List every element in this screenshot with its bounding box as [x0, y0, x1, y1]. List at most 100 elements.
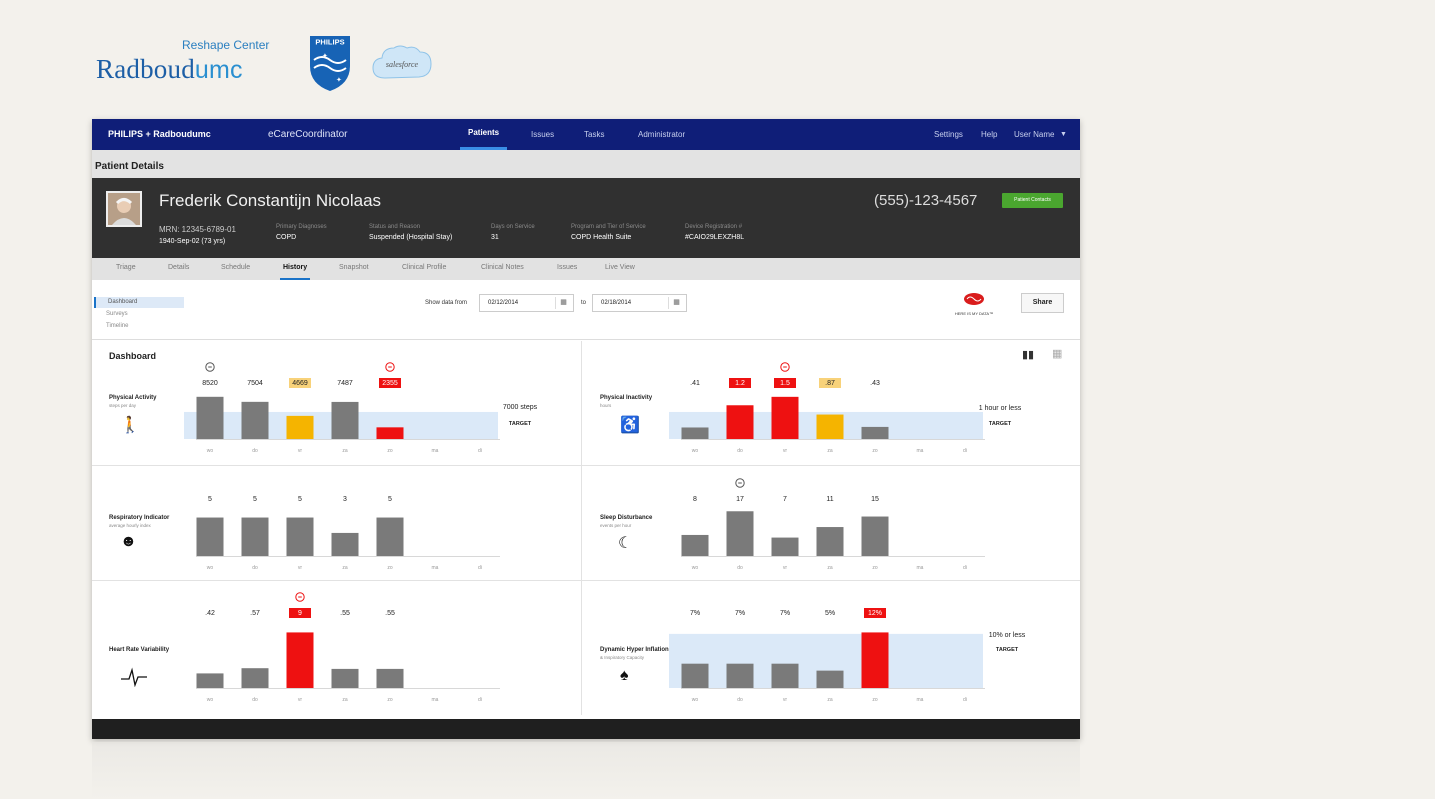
share-button[interactable]: Share — [1021, 293, 1064, 313]
field-device-registration: Device Registration # #CAIO29LEXZH8L — [685, 224, 744, 241]
day-label: ma — [432, 565, 439, 571]
day-label: vr — [783, 697, 788, 703]
patient-contacts-button[interactable]: Patient Contacts — [1002, 193, 1063, 208]
dashboard-title: Dashboard — [109, 351, 157, 361]
field-program-tier: Program and Tier of Service COPD Health S… — [571, 224, 646, 241]
chart-bar — [286, 517, 314, 556]
subtab-details[interactable]: Details — [168, 264, 190, 271]
nav-tab-tasks[interactable]: Tasks — [584, 130, 605, 139]
day-label: di — [478, 565, 482, 571]
value-label: .57 — [250, 610, 260, 617]
day-label: za — [827, 565, 833, 571]
metric-subtitle: average hourly index — [109, 523, 151, 528]
value-label: .55 — [385, 610, 395, 617]
help-link[interactable]: Help — [981, 130, 998, 139]
day-label: za — [827, 697, 833, 703]
value-badge — [864, 608, 886, 618]
bar-chart-view-icon[interactable]: ▮▮ — [1022, 349, 1035, 361]
subtab-schedule[interactable]: Schedule — [221, 264, 251, 271]
day-label: do — [252, 565, 258, 571]
patient-dob: 1940-Sep-02 (73 yrs) — [159, 238, 226, 245]
date-from-value: 02/12/2014 — [488, 300, 519, 306]
nav-tab-patients[interactable]: Patients — [460, 119, 508, 150]
day-label: zo — [872, 565, 878, 571]
sidebar-item-timeline[interactable]: Timeline — [106, 323, 129, 329]
sidebar-item-dashboard[interactable]: Dashboard — [94, 297, 184, 308]
patient-subtabs: Triage Details Schedule History Snapshot… — [92, 258, 1080, 280]
show-data-from-label: Show data from — [425, 300, 468, 306]
grid-view-icon[interactable]: ▦ — [1052, 348, 1063, 360]
day-label: do — [252, 697, 258, 703]
page-title: Patient Details — [95, 161, 164, 172]
day-label: za — [342, 697, 348, 703]
value-label: 7% — [735, 610, 745, 617]
field-value: COPD Health Suite — [571, 234, 632, 241]
chart-bar — [376, 668, 404, 688]
calendar-icon[interactable]: ▦ — [668, 297, 684, 309]
day-label: ma — [917, 565, 924, 571]
value-label: 1.2 — [735, 380, 745, 387]
chart-bar — [816, 414, 844, 439]
user-menu-caret-icon[interactable]: ▼ — [1060, 131, 1067, 138]
sidebar-item-surveys[interactable]: Surveys — [106, 311, 128, 317]
field-label: Program and Tier of Service — [571, 224, 646, 230]
chart-bar — [861, 426, 889, 439]
date-from-input[interactable]: 02/12/2014 ▦ — [479, 294, 574, 312]
subtab-snapshot[interactable]: Snapshot — [339, 264, 369, 271]
nav-tab-administrator[interactable]: Administrator — [638, 130, 686, 139]
chart-bar — [331, 401, 359, 439]
subtab-triage[interactable]: Triage — [116, 264, 136, 271]
day-label: zo — [872, 448, 878, 454]
subtab-history[interactable]: History — [280, 258, 311, 280]
subtab-issues[interactable]: Issues — [557, 264, 578, 271]
here-is-my-data-logo[interactable]: HERE IS MY DATA™ — [954, 292, 994, 316]
day-label: za — [827, 448, 833, 454]
calendar-icon[interactable]: ▦ — [555, 297, 571, 309]
chart-bar — [861, 516, 889, 556]
field-value: COPD — [276, 234, 297, 241]
user-name-menu[interactable]: User Name — [1014, 130, 1055, 139]
chart-bar — [241, 668, 269, 688]
day-label: zo — [872, 697, 878, 703]
patient-name: Frederik Constantijn Nicolaas — [159, 191, 382, 210]
avatar-portrait-icon — [108, 193, 140, 225]
dashboard-grid: Dashboard ▮▮ ▦ Physical Activity steps p… — [92, 341, 1080, 715]
day-label: vr — [783, 565, 788, 571]
day-label: do — [737, 565, 743, 571]
chart-bar — [286, 415, 314, 439]
chart-bar — [376, 517, 404, 556]
day-label: vr — [298, 697, 303, 703]
salesforce-cloud-logo: salesforce — [372, 45, 432, 79]
metric-panel-sleep — [582, 466, 1080, 581]
value-label: .43 — [870, 380, 880, 387]
value-label: 3 — [343, 496, 347, 503]
chart-bar — [241, 401, 269, 439]
target-tag: TARGET — [989, 421, 1012, 427]
metric-subtitle: & Inspiratory Capacity — [600, 655, 645, 660]
partner-logos: Reshape Center Radboudumc PHILIPS ✦ ✦ sa… — [96, 36, 456, 92]
day-label: zo — [387, 697, 393, 703]
day-label: vr — [298, 448, 303, 454]
value-badge — [289, 608, 311, 618]
chart-bar — [681, 427, 709, 439]
walking-icon: 🚶 — [120, 417, 140, 434]
subtab-clinical-profile[interactable]: Clinical Profile — [402, 264, 447, 271]
value-label: 5% — [825, 610, 835, 617]
metric-title: Heart Rate Variability — [109, 647, 170, 653]
day-label: ma — [432, 697, 439, 703]
day-label: wo — [207, 697, 214, 703]
subtab-live-view[interactable]: Live View — [605, 264, 635, 271]
value-label: 5 — [208, 496, 212, 503]
subtab-clinical-notes[interactable]: Clinical Notes — [481, 264, 524, 271]
umc-text: umc — [194, 56, 243, 84]
chart-bar — [771, 663, 799, 688]
nav-tab-issues[interactable]: Issues — [531, 130, 555, 139]
value-label: 5 — [298, 496, 302, 503]
metric-subtitle: events per hour — [600, 523, 632, 528]
value-label: 9 — [298, 610, 302, 617]
settings-link[interactable]: Settings — [934, 130, 963, 139]
date-to-input[interactable]: 02/18/2014 ▦ — [592, 294, 687, 312]
metric-title: Dynamic Hyper Inflation — [600, 647, 669, 653]
himd-text: HERE IS MY DATA™ — [954, 311, 994, 316]
value-label: 12% — [868, 610, 882, 617]
